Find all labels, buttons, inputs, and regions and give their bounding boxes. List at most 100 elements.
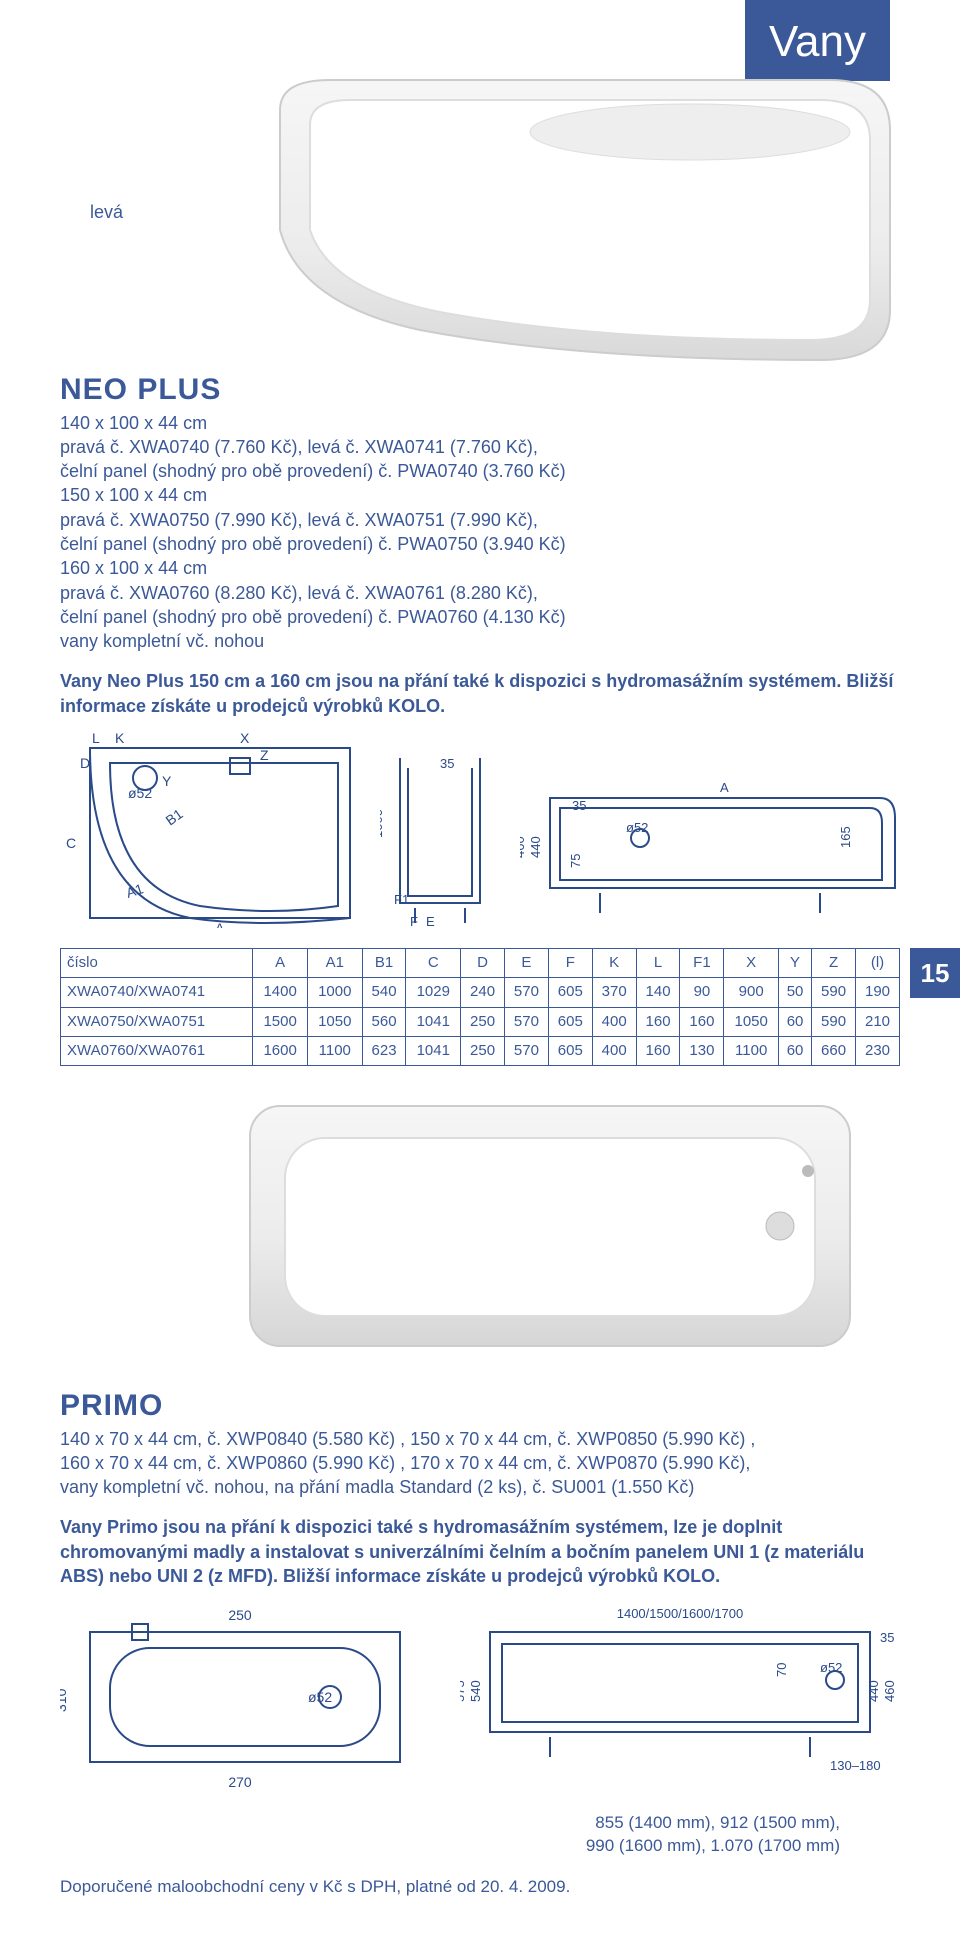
spec-line: čelní panel (shodný pro obě provedení) č… xyxy=(60,459,900,483)
table-cell: 605 xyxy=(548,978,592,1007)
spec-line: pravá č. XWA0740 (7.760 Kč), levá č. XWA… xyxy=(60,435,900,459)
table-cell: 590 xyxy=(812,978,856,1007)
table-header: D xyxy=(461,949,505,978)
page-number-badge: 15 xyxy=(910,948,960,998)
svg-text:Z: Z xyxy=(260,747,269,763)
primo-plan-drawing: 250 270 310 ø52 xyxy=(60,1602,420,1792)
table-header: Y xyxy=(779,949,812,978)
table-cell: 605 xyxy=(548,1036,592,1065)
table-cell: 60 xyxy=(779,1036,812,1065)
spec-line: pravá č. XWA0760 (8.280 Kč), levá č. XWA… xyxy=(60,581,900,605)
primo-technical-drawings: 250 270 310 ø52 1400/1500/1600/1700 575 … xyxy=(60,1602,900,1802)
neo-plan-drawing: K L X Z Y D C ø52 B1 A1 A xyxy=(60,728,360,928)
svg-text:A: A xyxy=(215,920,225,928)
svg-text:310: 310 xyxy=(60,1689,69,1713)
table-cell: 900 xyxy=(724,978,779,1007)
table-cell: 250 xyxy=(461,1036,505,1065)
svg-text:1400/1500/1600/1700: 1400/1500/1600/1700 xyxy=(617,1606,744,1621)
neo-plus-description: Vany Neo Plus 150 cm a 160 cm jsou na př… xyxy=(60,669,900,718)
table-cell: XWA0740/XWA0741 xyxy=(61,978,253,1007)
neo-plus-product-image: levá xyxy=(60,70,900,350)
table-cell: 50 xyxy=(779,978,812,1007)
svg-text:70: 70 xyxy=(774,1663,789,1677)
table-cell: 160 xyxy=(636,1036,680,1065)
neo-section-small: 1000 F1 F E 35 xyxy=(380,728,500,928)
primo-side-drawing: 1400/1500/1600/1700 575 540 70 35 ø52 44… xyxy=(460,1602,900,1802)
table-header: K xyxy=(592,949,636,978)
table-cell: 140 xyxy=(636,978,680,1007)
svg-text:L: L xyxy=(92,730,100,746)
svg-text:440: 440 xyxy=(866,1681,881,1703)
table-cell: 570 xyxy=(504,1036,548,1065)
table-header: L xyxy=(636,949,680,978)
table-header: B1 xyxy=(362,949,406,978)
table-cell: 1041 xyxy=(406,1007,461,1036)
svg-text:F: F xyxy=(410,914,418,928)
table-cell: 1050 xyxy=(724,1007,779,1036)
primo-description: Vany Primo jsou na přání k dispozici tak… xyxy=(60,1515,900,1588)
neo-plus-technical-drawings: K L X Z Y D C ø52 B1 A1 A 1000 F1 xyxy=(60,728,900,928)
primo-product-image xyxy=(60,1086,900,1366)
svg-text:575: 575 xyxy=(460,1681,467,1703)
primo-title: PRIMO xyxy=(60,1386,900,1427)
table-cell: 190 xyxy=(856,978,900,1007)
svg-text:440: 440 xyxy=(528,836,543,858)
table-header: A1 xyxy=(307,949,362,978)
table-cell: 560 xyxy=(362,1007,406,1036)
svg-text:D: D xyxy=(80,755,90,771)
svg-text:K: K xyxy=(115,730,125,746)
table-header: Z xyxy=(812,949,856,978)
table-cell: 623 xyxy=(362,1036,406,1065)
spec-line: 160 x 100 x 44 cm xyxy=(60,556,900,580)
table-header: X xyxy=(724,949,779,978)
bathtub-primo-illustration xyxy=(240,1086,860,1366)
table-cell: 250 xyxy=(461,1007,505,1036)
table-row: XWA0740/XWA07411400100054010292405706053… xyxy=(61,978,900,1007)
table-cell: 1500 xyxy=(253,1007,308,1036)
svg-text:130–180: 130–180 xyxy=(830,1758,881,1773)
table-header: E xyxy=(504,949,548,978)
price-note: Doporučené maloobchodní ceny v Kč s DPH,… xyxy=(60,1876,900,1899)
spec-line: 140 x 70 x 44 cm, č. XWP0840 (5.580 Kč) … xyxy=(60,1427,900,1451)
svg-text:X: X xyxy=(240,730,250,746)
svg-text:460: 460 xyxy=(520,836,527,858)
svg-text:ø52: ø52 xyxy=(128,785,152,801)
svg-text:165: 165 xyxy=(838,826,853,848)
neo-plus-title: NEO PLUS xyxy=(60,370,900,411)
svg-text:ø52: ø52 xyxy=(820,1660,842,1675)
table-cell: 1600 xyxy=(253,1036,308,1065)
bathtub-neo-illustration xyxy=(260,70,900,370)
svg-text:Y: Y xyxy=(162,773,172,789)
svg-text:35: 35 xyxy=(880,1630,894,1645)
table-header: F1 xyxy=(680,949,724,978)
table-cell: 570 xyxy=(504,1007,548,1036)
table-cell: 1400 xyxy=(253,978,308,1007)
table-cell: 605 xyxy=(548,1007,592,1036)
table-cell: 240 xyxy=(461,978,505,1007)
svg-text:250: 250 xyxy=(228,1607,252,1623)
svg-text:35: 35 xyxy=(440,756,454,771)
table-cell: 540 xyxy=(362,978,406,1007)
spec-line: vany kompletní vč. nohou xyxy=(60,629,900,653)
label-leva: levá xyxy=(90,200,123,224)
table-cell: 660 xyxy=(812,1036,856,1065)
table-cell: 210 xyxy=(856,1007,900,1036)
table-header: číslo xyxy=(61,949,253,978)
spec-line: 150 x 100 x 44 cm xyxy=(60,483,900,507)
table-cell: 1029 xyxy=(406,978,461,1007)
table-row: XWA0750/XWA07511500105056010412505706054… xyxy=(61,1007,900,1036)
table-cell: 400 xyxy=(592,1036,636,1065)
svg-text:E: E xyxy=(426,914,435,928)
svg-text:1000: 1000 xyxy=(380,809,385,838)
table-cell: 1000 xyxy=(307,978,362,1007)
svg-text:270: 270 xyxy=(228,1774,252,1790)
spec-line: čelní panel (shodný pro obě provedení) č… xyxy=(60,605,900,629)
table-cell: 370 xyxy=(592,978,636,1007)
spec-line: 140 x 100 x 44 cm xyxy=(60,411,900,435)
table-cell: 160 xyxy=(680,1007,724,1036)
svg-text:A: A xyxy=(720,780,729,795)
table-cell: XWA0750/XWA0751 xyxy=(61,1007,253,1036)
table-header: C xyxy=(406,949,461,978)
svg-text:460: 460 xyxy=(882,1681,897,1703)
table-cell: 1041 xyxy=(406,1036,461,1065)
